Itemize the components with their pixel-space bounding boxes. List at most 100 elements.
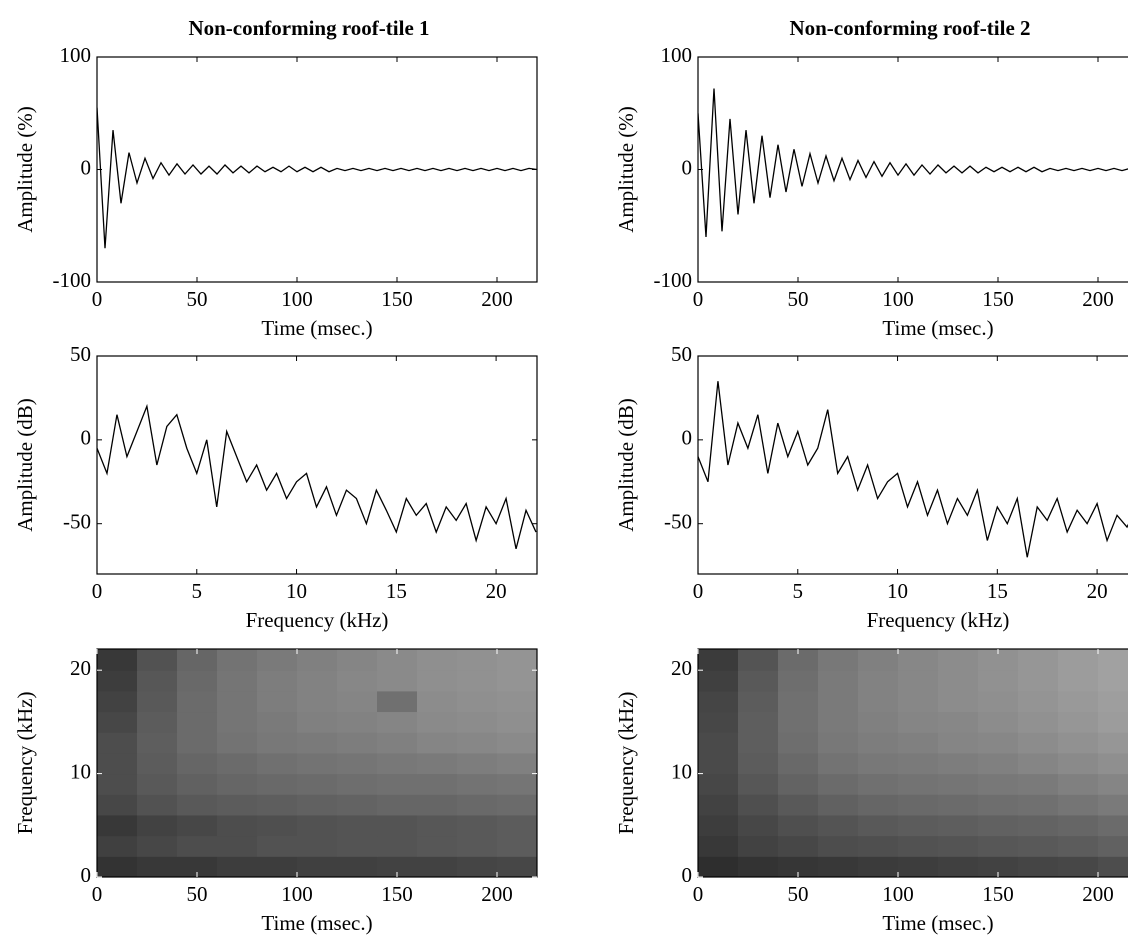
spectrogram-cell	[497, 752, 537, 775]
spectrogram-cell	[978, 752, 1019, 775]
signal-line	[97, 107, 537, 249]
panel-title: Non-conforming roof-tile 2	[789, 16, 1030, 40]
x-tick-label: 50	[788, 287, 809, 311]
spectrogram-cell	[778, 690, 819, 713]
panel: 0 5 10 15 20 -50 0 50 Frequency (kHz) Amplitude (…	[13, 342, 538, 632]
x-tick-label: 150	[982, 287, 1014, 311]
plot-area	[97, 403, 537, 550]
spectrogram-cell	[938, 814, 979, 837]
spectrogram-cell	[177, 752, 218, 775]
spectrogram-cell	[177, 794, 218, 816]
spectrogram-cell	[377, 814, 418, 837]
x-tick-label: 50	[187, 287, 208, 311]
plot-area	[698, 88, 1128, 238]
x-tick-label: 200	[481, 882, 513, 906]
spectrogram-cell	[497, 649, 537, 671]
spectrogram-cell	[778, 835, 819, 857]
spectrogram-cell	[738, 773, 779, 795]
spectrogram-cell	[337, 649, 378, 671]
y-axis-label: Amplitude (dB)	[614, 398, 638, 532]
x-tick-label: 0	[92, 882, 103, 906]
spectrogram-cell	[137, 732, 178, 754]
spectrogram-cell	[698, 835, 739, 857]
spectrogram-cell	[1098, 773, 1128, 795]
spectrogram-cell	[778, 856, 819, 877]
spectrogram-cell	[818, 649, 859, 671]
spectrogram-cell	[137, 773, 178, 795]
spectrogram-cell	[337, 690, 378, 713]
spectrogram-cell	[738, 752, 779, 775]
spectrogram-cell	[217, 856, 258, 877]
spectrogram-cell	[337, 711, 378, 733]
spectrogram-cell	[978, 794, 1019, 816]
spectrogram-cell	[457, 794, 498, 816]
x-axis-label: Time (msec.)	[882, 911, 993, 935]
spectrogram-cell	[858, 711, 899, 733]
spectrogram-cell	[898, 670, 939, 692]
spectrogram-cell	[297, 649, 338, 671]
spectrogram-cell	[1058, 814, 1099, 837]
x-tick-label: 10	[286, 579, 307, 603]
spectrogram-cell	[417, 690, 458, 713]
y-tick-label: 0	[682, 426, 693, 450]
spectrogram-cell	[257, 649, 298, 671]
y-tick-label: 100	[661, 43, 693, 67]
spectrogram-cell	[1098, 649, 1128, 671]
spectrogram-cell	[297, 670, 338, 692]
spectrogram-cell	[137, 794, 178, 816]
spectrogram-cell	[778, 752, 819, 775]
spectrogram-cell	[457, 649, 498, 671]
panel: 0 50 100 150 200 0 10 20 Time (msec.) Frequency (…	[13, 648, 538, 935]
spectrogram-cell	[217, 794, 258, 816]
spectrogram-cell	[1018, 690, 1059, 713]
spectrogram-cell	[177, 814, 218, 837]
x-tick-label: 50	[187, 882, 208, 906]
spectrogram-cell	[1058, 773, 1099, 795]
spectrogram-cell	[497, 835, 537, 857]
x-tick-label: 5	[192, 579, 203, 603]
spectrogram-cell	[377, 835, 418, 857]
spectrogram-cell	[938, 856, 979, 877]
y-tick-label: 20	[70, 656, 91, 680]
spectrogram-cell	[1058, 690, 1099, 713]
spectrogram-cell	[858, 794, 899, 816]
spectrogram-cell	[978, 814, 1019, 837]
spectrogram-cell	[698, 814, 739, 837]
x-tick-label: 150	[982, 882, 1014, 906]
spectrogram-cell	[1058, 856, 1099, 877]
y-tick-label: 10	[671, 759, 692, 783]
spectrogram-cell	[978, 670, 1019, 692]
spectrogram-cell	[858, 835, 899, 857]
spectrogram-cell	[377, 732, 418, 754]
spectrogram-cell	[97, 649, 138, 671]
spectrogram-cell	[1058, 732, 1099, 754]
spectrogram-cell	[257, 773, 298, 795]
spectrogram-cell	[698, 690, 739, 713]
y-axis-label: Frequency (kHz)	[614, 692, 638, 835]
x-tick-label: 20	[486, 579, 507, 603]
spectrogram-cell	[417, 856, 458, 877]
spectrogram-cell	[778, 773, 819, 795]
spectrogram-cell	[417, 752, 458, 775]
x-tick-label: 0	[92, 579, 103, 603]
x-tick-label: 100	[281, 882, 313, 906]
spectrogram-cell	[297, 711, 338, 733]
spectrogram-cell	[257, 752, 298, 775]
spectrogram-cell	[417, 814, 458, 837]
spectrogram-cell	[858, 690, 899, 713]
spectrogram-cell	[417, 711, 458, 733]
spectrogram-cell	[978, 835, 1019, 857]
spectrogram-cell	[738, 711, 779, 733]
spectrogram-cell	[858, 773, 899, 795]
spectrogram-cell	[938, 794, 979, 816]
y-tick-label: 0	[81, 426, 92, 450]
spectrogram-cell	[978, 649, 1019, 671]
y-tick-label: 0	[81, 863, 92, 887]
spectrogram-cell	[698, 732, 739, 754]
spectrogram-cell	[497, 814, 537, 837]
y-tick-label: 20	[671, 656, 692, 680]
y-axis-label: Amplitude (%)	[614, 106, 638, 233]
spectrogram-cell	[97, 690, 138, 713]
spectrogram-cell	[257, 835, 298, 857]
